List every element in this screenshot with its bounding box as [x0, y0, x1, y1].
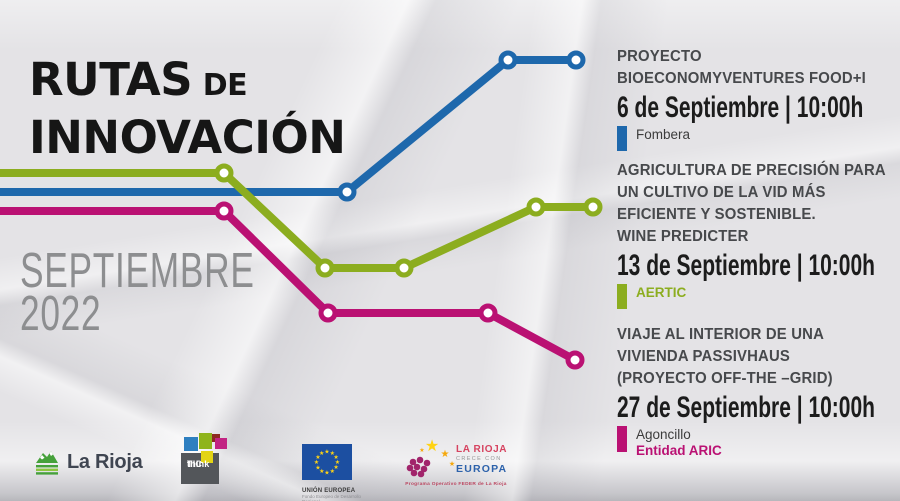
route-magenta-station: [478, 303, 498, 323]
feder-logo: ★ ★ ★ ★ LA RIOJA: [402, 436, 517, 487]
la-rioja-logo: La Rioja: [34, 448, 143, 476]
event-bioeconomyventures: PROYECTO BIOECONOMYVENTURES FOOD+I 6 de …: [617, 46, 900, 151]
eu-sublabel: Fondo Europeo de Desarrollo Regional: [302, 494, 362, 501]
eu-star-icon: ★: [315, 454, 320, 461]
title-word-innovacion: INNOVACIÓN: [29, 111, 346, 165]
route-green-station: [583, 197, 603, 217]
eu-star-icon: ★: [333, 464, 338, 471]
event-title: AGRICULTURA DE PRECISIÓN PARA UN CULTIVO…: [617, 162, 886, 245]
event-date: 27 de Septiembre | 10:00h: [617, 391, 875, 424]
feder-grapes: [406, 456, 431, 478]
logo-strip: La Rioja think TIC ★ ★ ★ ★ ★ ★ ★ ★ ★ ★ ★ ★ UNIÓN EU…: [0, 432, 900, 501]
eu-stars: ★ ★★★★★★★★★★★: [314, 449, 340, 477]
route-magenta-station: [318, 303, 338, 323]
svg-text:★: ★: [419, 447, 424, 454]
eu-star-icon: ★: [324, 470, 329, 477]
route-blue-station: [337, 182, 357, 202]
eu-label: UNIÓN EUROPEA: [302, 488, 356, 494]
eu-star-icon: ★: [333, 454, 338, 461]
event-entity-label: AERTIC: [636, 285, 687, 300]
feder-la-rioja-label: LA RIOJA: [456, 444, 508, 455]
thinktic-logo: think TIC: [177, 431, 233, 487]
feder-program-label: Programa Operativo FEDER de La Rioja: [405, 482, 507, 487]
event-location: AERTIC: [617, 284, 900, 309]
eu-star-icon: ★: [319, 450, 324, 457]
svg-text:★: ★: [441, 449, 450, 460]
event-title: PROYECTO BIOECONOMYVENTURES FOOD+I: [617, 48, 866, 87]
eu-logo: ★ ★ ★ ★ ★ ★ ★ ★ ★ ★ ★ ★ UNIÓN EUROPEA Fondo Europeo…: [302, 444, 362, 501]
la-rioja-wordmark: La Rioja: [67, 450, 143, 473]
event-color-marker: [617, 284, 627, 309]
route-magenta-station: [565, 350, 585, 370]
feder-grapes-stars-icon: ★ ★ ★ ★: [406, 438, 455, 478]
event-location: Fombera: [617, 126, 900, 151]
eu-star-icon: ★: [335, 459, 340, 466]
month-name: SEPTIEMBRE: [20, 244, 255, 298]
eu-star-icon: ★: [330, 450, 335, 457]
route-green-station: [214, 163, 234, 183]
eu-star-icon: ★: [314, 459, 319, 466]
feder-europa-label: EUROPA: [456, 463, 508, 475]
route-blue-line: [0, 56, 576, 196]
route-blue-station: [498, 50, 518, 70]
title-word-rutas: RUTAS: [29, 53, 193, 107]
route-magenta-station: [214, 201, 234, 221]
eu-star-icon: ★: [319, 468, 324, 475]
thinktic-yellow-square: [201, 451, 213, 463]
event-location-label: Agoncillo: [636, 427, 691, 442]
thinktic-blue-square: [184, 437, 198, 451]
event-vivienda-passivhaus: VIAJE AL INTERIOR DE UNA VIVIENDA PASSIV…: [617, 324, 900, 458]
svg-text:★: ★: [449, 460, 455, 468]
la-rioja-mountain-icon: [36, 451, 58, 475]
event-entity-label: Entidad ARIC: [636, 442, 722, 458]
route-blue-station: [566, 50, 586, 70]
event-color-marker: [617, 126, 627, 151]
event-color-marker: [617, 426, 627, 452]
month-year: 2022: [20, 287, 102, 341]
event-location-label: Fombera: [636, 127, 691, 142]
month-label: SEPTIEMBRE 2022: [20, 244, 255, 341]
eu-flag-icon: ★ ★★★★★★★★★★★: [302, 444, 352, 480]
route-green-station: [315, 258, 335, 278]
thinktic-green-square: [199, 433, 212, 449]
eu-star-icon: ★: [324, 449, 329, 456]
route-green-station: [526, 197, 546, 217]
title-word-de: DE: [202, 68, 248, 104]
event-title: VIAJE AL INTERIOR DE UNA VIVIENDA PASSIV…: [617, 326, 833, 387]
event-agricultura-precision: AGRICULTURA DE PRECISIÓN PARA UN CULTIVO…: [617, 160, 900, 309]
event-location: Agoncillo Entidad ARIC: [617, 426, 900, 458]
route-green-station: [394, 258, 414, 278]
event-date: 6 de Septiembre | 10:00h: [617, 91, 864, 124]
page-title: RUTAS DE INNOVACIÓN: [29, 53, 346, 168]
thinktic-magenta-square: [215, 438, 227, 449]
feder-crece-con-label: CRECE CON: [456, 456, 502, 462]
event-date: 13 de Septiembre | 10:00h: [617, 249, 875, 282]
eu-star-icon: ★: [330, 468, 335, 475]
eu-star-icon: ★: [315, 464, 320, 471]
svg-text:★: ★: [425, 438, 439, 455]
